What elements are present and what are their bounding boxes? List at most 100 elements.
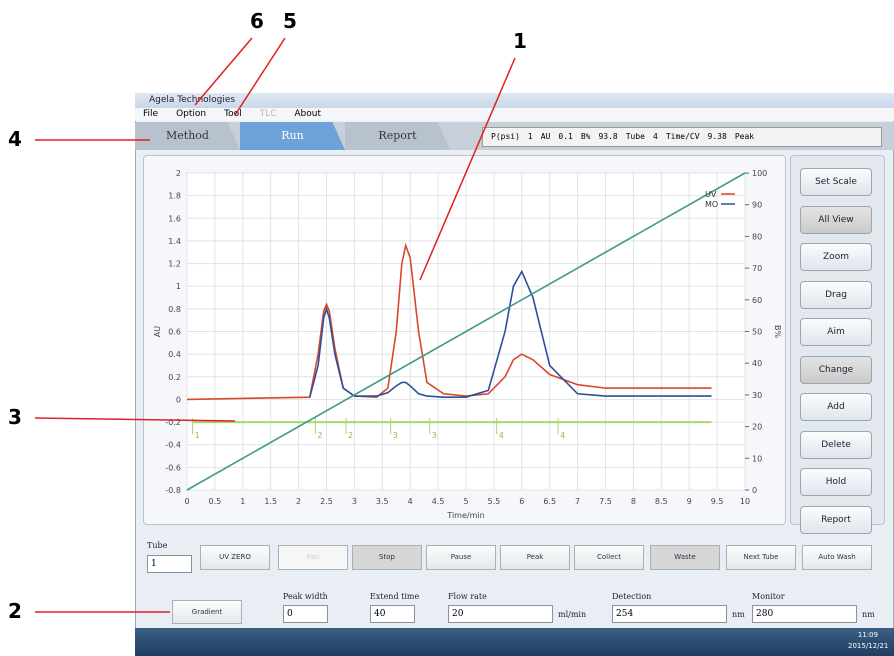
- x-tick-label: 1.5: [264, 497, 277, 506]
- time: 11:09: [857, 631, 879, 639]
- status-value: 0.1: [558, 132, 573, 141]
- x-tick-label: 9.5: [711, 497, 724, 506]
- tool-button[interactable]: Set Scale: [800, 168, 872, 196]
- field-label: Extend time: [370, 592, 420, 601]
- control-button[interactable]: UV ZERO: [200, 545, 270, 570]
- menu-item[interactable]: File: [143, 109, 159, 119]
- tool-button[interactable]: Add: [800, 393, 872, 421]
- tool-button[interactable]: Delete: [800, 430, 872, 459]
- status-value: 9.38: [707, 132, 727, 141]
- data-line: [308, 269, 712, 398]
- y-tick-label: 1.6: [168, 214, 181, 223]
- menu-item[interactable]: Option: [176, 109, 207, 119]
- fraction-label: 3: [432, 431, 437, 440]
- x-tick-label: 3.5: [376, 497, 389, 506]
- field-input[interactable]: 20: [448, 605, 553, 623]
- field-input[interactable]: 0: [283, 605, 328, 623]
- x-tick-label: 8.5: [655, 497, 668, 506]
- tool-button[interactable]: Aim: [800, 318, 872, 346]
- y-tick-label: -0.8: [165, 486, 181, 495]
- status-bar: P(psi) 1 AU 0.1 B% 93.8 Tube 4 Time/CV 9.38 Peak: [482, 127, 882, 147]
- fraction-label: 4: [499, 431, 504, 440]
- y-tick-label: 0.4: [168, 350, 181, 359]
- tab[interactable]: Method: [135, 122, 240, 150]
- x-axis-label: Time/min: [446, 511, 484, 520]
- x-tick-label: 2.5: [320, 497, 333, 506]
- fraction-label: 2: [317, 431, 322, 440]
- field-label: Monitor: [752, 592, 785, 601]
- fraction-label: 3: [393, 431, 398, 440]
- field-input[interactable]: 280: [752, 605, 857, 623]
- tool-button[interactable]: Change: [800, 355, 872, 384]
- field-label: Flow rate: [448, 592, 487, 601]
- tool-button[interactable]: Zoom: [800, 243, 872, 271]
- status-label: Tube: [625, 132, 645, 141]
- control-button[interactable]: Collect: [574, 545, 644, 570]
- status-value: 4: [653, 132, 658, 141]
- tube-label: Tube: [147, 541, 168, 550]
- x-tick-label: 5.5: [488, 497, 501, 506]
- y-tick-label: 0.8: [168, 305, 181, 314]
- control-button[interactable]: Next Tube: [726, 545, 796, 570]
- callout-number: 5: [283, 9, 297, 33]
- y-tick-label: 1.4: [168, 237, 181, 246]
- callout-line: [34, 417, 236, 422]
- date: 2015/12/21: [848, 642, 889, 650]
- menu-item[interactable]: About: [294, 109, 321, 119]
- y-tick-label: 1.8: [168, 192, 181, 201]
- y2-tick-label: 70: [752, 264, 762, 273]
- y2-tick-label: 0: [752, 486, 757, 495]
- tool-button[interactable]: Drag: [800, 280, 872, 309]
- taskbar: [135, 628, 894, 656]
- tab[interactable]: Run: [240, 122, 345, 150]
- tool-button[interactable]: Report: [800, 505, 872, 534]
- status-label: AU: [540, 132, 551, 141]
- control-button[interactable]: Auto Wash: [802, 545, 872, 570]
- tool-button[interactable]: Hold: [800, 468, 872, 496]
- menu-item[interactable]: Tool: [224, 109, 242, 119]
- callout-number: 4: [8, 127, 22, 151]
- y-tick-label: -0.2: [165, 418, 181, 427]
- callout-number: 2: [8, 599, 22, 623]
- callout-line: [419, 57, 516, 281]
- x-tick-label: 5: [463, 497, 468, 506]
- field-unit: nm: [732, 610, 745, 619]
- control-button[interactable]: Stop: [352, 545, 422, 570]
- clock: 11:09 2015/12/21: [848, 630, 888, 652]
- callout-number: 3: [8, 405, 22, 429]
- callout-line: [234, 37, 286, 116]
- tab[interactable]: Report: [345, 122, 450, 150]
- y2-tick-label: 30: [752, 391, 762, 400]
- menu-bar: File Option Tool TLC About: [135, 108, 894, 121]
- y2-tick-label: 20: [752, 423, 762, 432]
- status-value: 1: [527, 132, 533, 141]
- control-button[interactable]: Pause: [426, 545, 496, 570]
- control-button[interactable]: Waste: [650, 545, 720, 570]
- y2-tick-label: 80: [752, 232, 762, 241]
- callout-line: [194, 37, 253, 106]
- control-button[interactable]: Peak: [500, 545, 570, 570]
- menu-item[interactable]: TLC: [259, 109, 277, 119]
- y-tick-label: -0.6: [165, 463, 181, 472]
- tube-input[interactable]: 1: [147, 555, 192, 573]
- x-tick-label: 4: [408, 497, 413, 506]
- field-input[interactable]: 40: [370, 605, 415, 623]
- y2-tick-label: 60: [752, 296, 762, 305]
- y-tick-label: 1.2: [168, 260, 181, 269]
- control-button[interactable]: Fan: [278, 545, 348, 570]
- fraction-label: 4: [560, 431, 565, 440]
- gradient-button[interactable]: Gradient: [172, 600, 242, 624]
- y2-tick-label: 100: [752, 169, 767, 178]
- tool-button[interactable]: All View: [800, 205, 872, 234]
- y-axis-label: AU: [153, 326, 162, 337]
- y2-tick-label: 50: [752, 328, 762, 337]
- x-tick-label: 0: [184, 497, 189, 506]
- y2-axis-label: B%: [773, 325, 782, 338]
- title-bar: Agela Technologies: [135, 93, 894, 108]
- legend-label: MO: [705, 200, 718, 209]
- field-input[interactable]: 254: [612, 605, 727, 623]
- fraction-label: 1: [195, 431, 200, 440]
- status-label: P(psi): [491, 132, 520, 141]
